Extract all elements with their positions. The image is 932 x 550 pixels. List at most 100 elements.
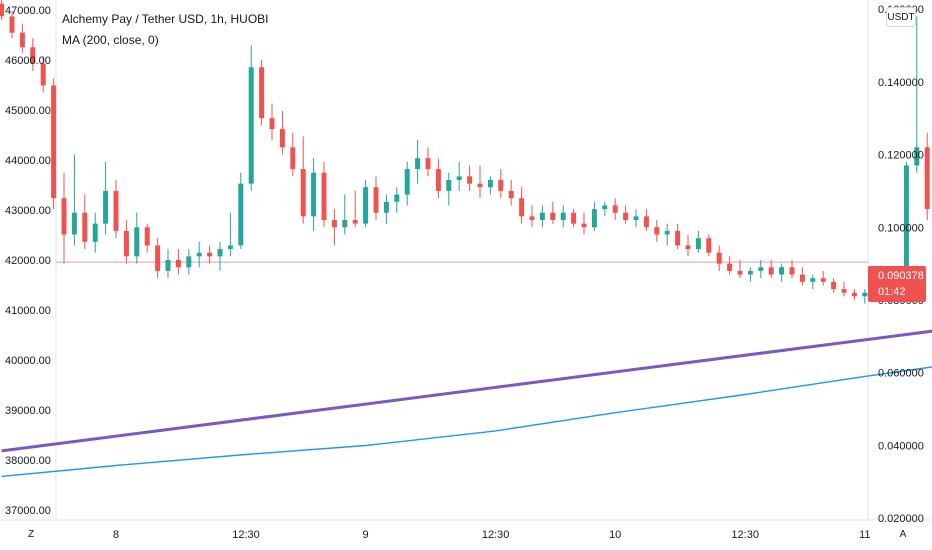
candle-body <box>311 172 317 217</box>
candle-body <box>269 118 275 130</box>
right-price-axis[interactable]: 0.1600000.1400000.1200000.1000000.080000… <box>878 4 924 525</box>
candle-body <box>446 180 452 191</box>
candle-body <box>789 267 795 275</box>
candle-body <box>560 212 566 220</box>
left-tick-label: 44000.00 <box>5 155 51 167</box>
candle-body <box>841 289 847 293</box>
candle-body <box>685 245 691 250</box>
left-tick-label: 38000.00 <box>5 455 51 467</box>
candle-body <box>664 230 670 235</box>
candle-body <box>40 63 46 86</box>
time-tick-label: 12:30 <box>232 529 260 541</box>
candle-body <box>799 274 805 282</box>
candle-body <box>456 176 462 180</box>
candle-body <box>155 245 161 271</box>
currency-button[interactable]: USDT <box>886 7 916 27</box>
candle-body <box>103 190 109 224</box>
candle-body <box>394 194 400 202</box>
candle-body <box>633 216 639 220</box>
left-tick-label: 47000.00 <box>5 5 51 17</box>
right-tick-label: 0.100000 <box>878 222 924 234</box>
candle-body <box>373 187 379 213</box>
candle-body <box>92 223 98 242</box>
right-tick-label: 0.020000 <box>878 513 924 525</box>
candle-body <box>342 220 348 228</box>
candle-body <box>113 190 119 231</box>
candle-body <box>300 169 306 217</box>
candle-body <box>571 212 577 224</box>
candle-body <box>581 223 587 228</box>
candle-body <box>758 267 764 271</box>
auto-scale-button[interactable]: A <box>899 528 907 540</box>
left-tick-label: 43000.00 <box>5 205 51 217</box>
candle-body <box>831 281 837 290</box>
candle-body <box>550 212 556 220</box>
candle-body <box>654 227 660 235</box>
candle-body <box>477 183 483 188</box>
candle-body <box>695 238 701 250</box>
candle-body <box>331 220 337 228</box>
candle-body <box>363 187 369 224</box>
candle-body <box>768 267 774 275</box>
candle-body <box>415 158 421 170</box>
candle-body <box>0 3 5 17</box>
candle-body <box>51 85 57 199</box>
candle-body <box>9 16 15 33</box>
candle-body <box>779 267 785 275</box>
candle-body <box>706 238 712 253</box>
candle-body <box>623 212 629 220</box>
candle-body <box>123 230 129 257</box>
candle-body <box>175 260 181 268</box>
candle-body <box>383 201 389 213</box>
candle-body <box>675 230 681 246</box>
candle-body <box>529 216 535 220</box>
candle-body <box>612 205 618 213</box>
time-tick-label: 8 <box>113 529 119 541</box>
candle-body <box>207 252 213 257</box>
left-tick-label: 46000.00 <box>5 55 51 67</box>
left-tick-label: 40000.00 <box>5 355 51 367</box>
bar-countdown: 01:42 <box>878 286 906 298</box>
indicator-label[interactable]: MA (200, close, 0) <box>62 33 159 47</box>
candle-body <box>716 252 722 264</box>
time-tick-label: 12:30 <box>731 529 759 541</box>
left-price-axis[interactable]: 47000.00 46000.00 45000.00 44000.00 43000.00… <box>5 5 51 517</box>
candle-body <box>727 263 733 271</box>
candle-body <box>71 212 77 235</box>
candle-body <box>508 190 514 199</box>
candle-body <box>519 198 525 217</box>
candle-body <box>290 147 296 170</box>
candle-body <box>352 220 358 224</box>
candle-body <box>165 260 171 271</box>
candle-body <box>248 67 254 184</box>
candle-body <box>914 147 920 166</box>
candle-body <box>19 32 25 48</box>
zoom-button[interactable]: Z <box>27 528 35 540</box>
candle-body <box>217 249 223 257</box>
time-tick-label: 10 <box>609 529 621 541</box>
candle-body <box>810 278 816 282</box>
right-tick-label: 0.140000 <box>878 77 924 89</box>
left-tick-label: 37000.00 <box>5 505 51 517</box>
candle-body <box>820 278 826 282</box>
candle-body <box>30 47 36 64</box>
left-tick-label: 42000.00 <box>5 255 51 267</box>
right-tick-label: 0.060000 <box>878 368 924 380</box>
candle-body <box>467 176 473 184</box>
trendline[interactable] <box>1 284 932 453</box>
candle-body <box>498 180 504 191</box>
candle-body <box>435 169 441 191</box>
candle-body <box>851 292 857 297</box>
candle-body <box>643 216 649 228</box>
candle-body <box>238 183 244 246</box>
candle-body <box>737 270 743 275</box>
candle-body <box>61 198 67 235</box>
candle-body <box>196 252 202 257</box>
candle-body <box>321 172 327 220</box>
right-tick-label: 0.040000 <box>878 440 924 452</box>
candle-body <box>862 292 868 297</box>
last-price-value: 0.090378 <box>878 270 924 282</box>
candle-body <box>591 209 597 228</box>
